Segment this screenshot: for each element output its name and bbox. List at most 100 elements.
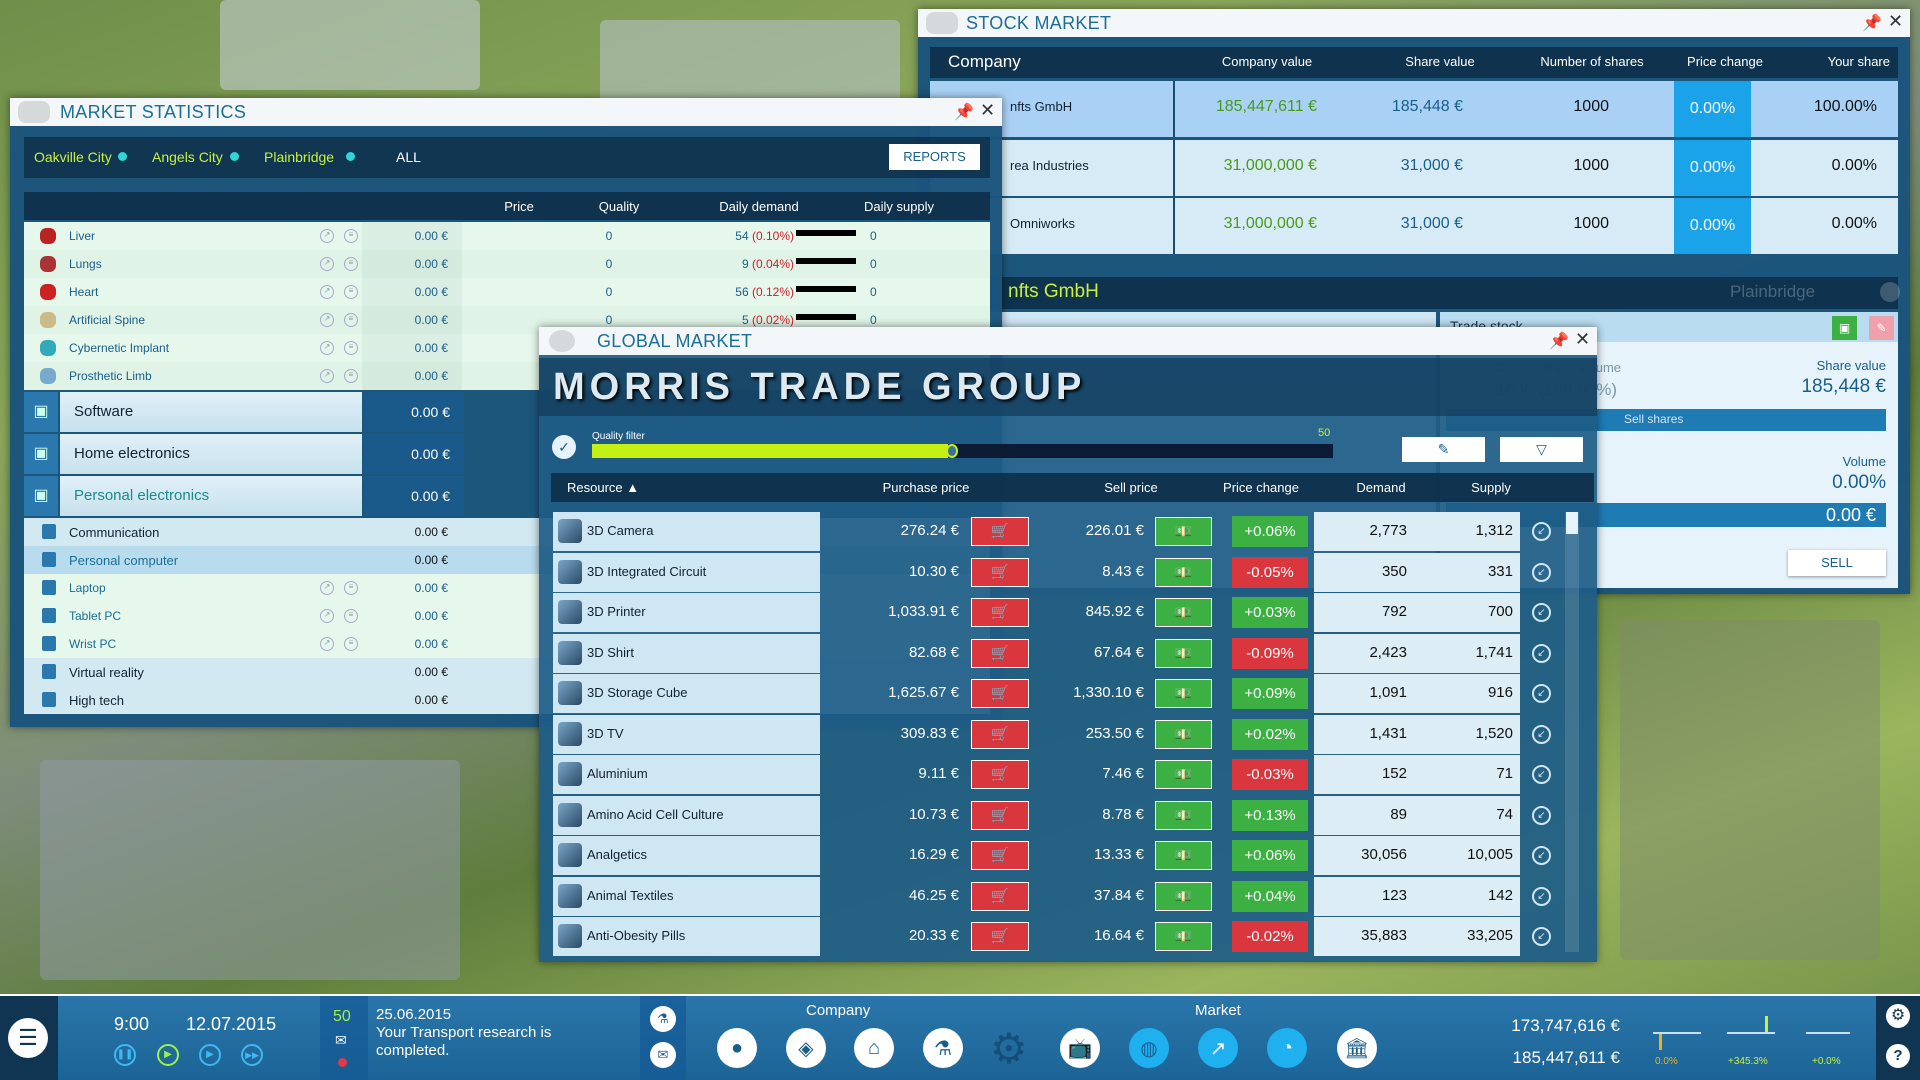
details-icon[interactable]: ≡ bbox=[344, 313, 358, 327]
close-button[interactable]: ✕ bbox=[1575, 329, 1591, 349]
resource-row[interactable]: 3D TV 309.83 € 🛒 253.50 € 💵 +0.02% 1,431 1,520 ↙ bbox=[553, 714, 1563, 754]
stock-row[interactable]: nfts GmbH 185,447,611 € 185,448 € 1000 0.00%… bbox=[930, 81, 1898, 137]
resource-name[interactable]: Liver bbox=[69, 229, 96, 243]
category-name[interactable]: Personal electronics bbox=[74, 487, 210, 504]
resource-row[interactable]: Liver ↗ ≡ 0.00 € 0 54 (0.10%) 0 bbox=[24, 222, 990, 250]
details-icon[interactable]: ≡ bbox=[344, 285, 358, 299]
resource-name[interactable]: Tablet PC bbox=[69, 609, 122, 623]
pause-icon[interactable]: ❚❚ bbox=[114, 1044, 136, 1066]
resource-name[interactable]: Analgetics bbox=[587, 847, 647, 862]
settings-icon[interactable]: ⚙ bbox=[1886, 1004, 1910, 1028]
buy-button[interactable]: 🛒 bbox=[971, 638, 1029, 668]
reports-button[interactable]: REPORTS bbox=[889, 144, 980, 170]
resource-row[interactable]: Animal Textiles 46.25 € 🛒 37.84 € 💵 +0.04% 123… bbox=[553, 876, 1563, 916]
trade-route-icon[interactable]: ↙ bbox=[1532, 927, 1551, 946]
resource-name[interactable]: 3D Integrated Circuit bbox=[587, 563, 707, 579]
trade-route-icon[interactable]: ↙ bbox=[1532, 522, 1551, 541]
details-icon[interactable]: ≡ bbox=[344, 369, 358, 383]
col-purchase-price[interactable]: Purchase price bbox=[882, 480, 970, 495]
close-button[interactable]: ✕ bbox=[1888, 11, 1904, 31]
category-row[interactable]: ▣ Software 0.00 € bbox=[24, 392, 990, 432]
details-icon[interactable]: ≡ bbox=[344, 341, 358, 355]
resource-row[interactable]: Lungs ↗ ≡ 0.00 € 0 9 (0.04%) 0 bbox=[24, 250, 990, 278]
col-resource[interactable]: Resource ▲ bbox=[567, 480, 640, 495]
resource-name[interactable]: 3D TV bbox=[587, 725, 624, 741]
stock-market-titlebar[interactable]: STOCK MARKET 📌 ✕ bbox=[918, 9, 1910, 37]
resource-row[interactable]: 3D Camera 276.24 € 🛒 226.01 € 💵 +0.06% 2,773 1,… bbox=[553, 512, 1563, 551]
resource-name[interactable]: 3D Printer bbox=[587, 604, 646, 619]
research-icon[interactable]: ⚗ bbox=[650, 1006, 676, 1032]
company-name[interactable]: nfts GmbH bbox=[1010, 99, 1073, 114]
company-overview-icon[interactable]: ● bbox=[717, 1028, 757, 1068]
chart-icon[interactable]: ↗ bbox=[320, 369, 334, 383]
details-icon[interactable]: ≡ bbox=[344, 609, 358, 623]
scrollbar-thumb[interactable] bbox=[1566, 512, 1578, 534]
tab-all[interactable]: ALL bbox=[396, 149, 421, 165]
stock-row[interactable]: rea Industries 31,000,000 € 31,000 € 1000 0.… bbox=[930, 140, 1898, 196]
resource-name[interactable]: Aluminium bbox=[587, 766, 648, 781]
category-row[interactable]: ▣ Personal electronics 0.00 € bbox=[24, 476, 990, 516]
chart-icon[interactable]: ↗ bbox=[320, 341, 334, 355]
col-company-value[interactable]: Company value bbox=[1221, 54, 1313, 69]
quality-filter-slider[interactable] bbox=[592, 444, 1333, 458]
trade-route-icon[interactable]: ↙ bbox=[1532, 684, 1551, 703]
category-name[interactable]: Home electronics bbox=[74, 445, 190, 462]
chart-icon[interactable]: ↗ bbox=[320, 637, 334, 651]
col-daily-supply[interactable]: Daily supply bbox=[863, 199, 935, 214]
resource-name[interactable]: Wrist PC bbox=[69, 637, 117, 651]
resource-name[interactable]: Amino Acid Cell Culture bbox=[587, 806, 724, 822]
chart-icon[interactable]: ↗ bbox=[320, 229, 334, 243]
global-market-icon[interactable]: ◍ bbox=[1129, 1028, 1169, 1068]
edit-button[interactable]: ✎ bbox=[1402, 437, 1485, 462]
production-icon[interactable]: ◈ bbox=[786, 1028, 826, 1068]
col-your-share[interactable]: Your share bbox=[1827, 54, 1890, 69]
sell-button[interactable]: 💵 bbox=[1155, 598, 1212, 627]
subcategory-name[interactable]: Virtual reality bbox=[69, 665, 144, 680]
col-supply[interactable]: Supply bbox=[1471, 480, 1511, 495]
buy-button[interactable]: 🛒 bbox=[971, 800, 1029, 830]
trade-route-icon[interactable]: ↙ bbox=[1532, 724, 1551, 744]
message-text[interactable]: Your Transport research is completed. bbox=[376, 1024, 552, 1059]
play-icon[interactable]: ▶ bbox=[157, 1044, 179, 1066]
buy-shares-button[interactable]: ▣ bbox=[1832, 316, 1857, 340]
stock-row[interactable]: Omniworks 31,000,000 € 31,000 € 1000 0.00% 0.… bbox=[930, 198, 1898, 254]
mailbox-icon[interactable]: ✉ bbox=[650, 1042, 676, 1068]
mail-icon[interactable]: ✉ bbox=[335, 1032, 347, 1048]
details-icon[interactable]: ≡ bbox=[344, 229, 358, 243]
scrollbar[interactable] bbox=[1565, 512, 1579, 952]
info-icon[interactable] bbox=[1880, 282, 1900, 302]
col-demand[interactable]: Demand bbox=[1356, 480, 1406, 495]
fast-forward-icon[interactable]: ▶ bbox=[199, 1044, 221, 1066]
resource-name[interactable]: Heart bbox=[69, 285, 99, 299]
tab-plainbridge[interactable]: Plainbridge bbox=[264, 149, 335, 165]
buy-button[interactable]: 🛒 bbox=[971, 598, 1029, 627]
resource-name[interactable]: Animal Textiles bbox=[587, 887, 674, 903]
subcategory-name[interactable]: High tech bbox=[69, 693, 124, 708]
resource-name[interactable]: Lungs bbox=[69, 257, 102, 271]
trade-route-icon[interactable]: ↙ bbox=[1532, 805, 1551, 825]
resource-name[interactable]: Prosthetic Limb bbox=[69, 369, 152, 383]
resource-row[interactable]: Heart ↗ ≡ 0.00 € 0 56 (0.12%) 0 bbox=[24, 278, 990, 306]
subcategory-name[interactable]: Communication bbox=[69, 525, 160, 540]
research-lab-icon[interactable]: ⚗ bbox=[923, 1028, 963, 1068]
tab-oakville-city[interactable]: Oakville City bbox=[34, 149, 112, 165]
trade-route-icon[interactable]: ↙ bbox=[1532, 562, 1551, 582]
category-row[interactable]: ▣ Home electronics 0.00 € bbox=[24, 434, 990, 474]
sell-button[interactable]: 💵 bbox=[1155, 557, 1212, 587]
quality-filter-handle[interactable] bbox=[945, 444, 958, 458]
chart-icon[interactable]: ↗ bbox=[320, 285, 334, 299]
resource-name[interactable]: 3D Camera bbox=[587, 523, 654, 538]
category-name[interactable]: Software bbox=[74, 403, 134, 420]
details-icon[interactable]: ≡ bbox=[344, 581, 358, 595]
col-price-change[interactable]: Price change bbox=[1687, 54, 1763, 69]
resource-name[interactable]: Laptop bbox=[69, 581, 106, 595]
buy-button[interactable]: 🛒 bbox=[971, 881, 1029, 911]
resource-name[interactable]: Anti-Obesity Pills bbox=[587, 928, 686, 943]
col-quality[interactable]: Quality bbox=[598, 199, 640, 214]
sell-button[interactable]: 💵 bbox=[1155, 841, 1212, 870]
sell-button[interactable]: 💵 bbox=[1155, 719, 1212, 749]
trade-route-icon[interactable]: ↙ bbox=[1532, 886, 1551, 906]
trade-route-icon[interactable]: ↙ bbox=[1532, 603, 1551, 622]
details-icon[interactable]: ≡ bbox=[344, 257, 358, 271]
trade-route-icon[interactable]: ↙ bbox=[1532, 643, 1551, 663]
